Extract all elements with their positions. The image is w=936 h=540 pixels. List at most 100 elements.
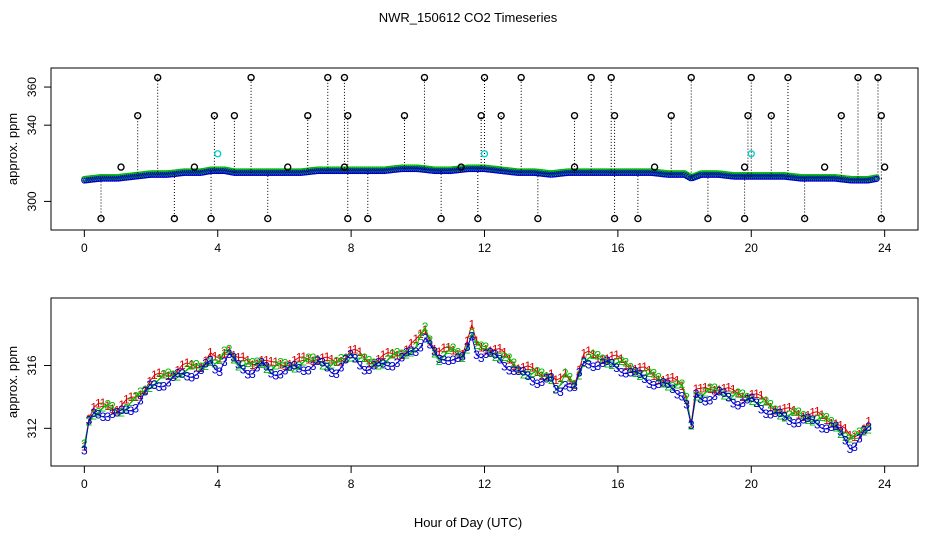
series-1-segment (578, 353, 585, 370)
series-3-segment (396, 357, 403, 364)
top-ytick-label: 340 (25, 115, 39, 135)
series-2-segment (205, 361, 211, 367)
series-1-segment (812, 411, 818, 414)
series-3-segment (672, 388, 678, 395)
series-1-segment (476, 340, 482, 348)
series-2-segment (569, 377, 575, 385)
series-3-segment (443, 359, 449, 362)
top-xtick-label: 16 (611, 241, 625, 255)
series-1-segment (163, 373, 169, 377)
series-3-segment (728, 397, 734, 404)
series-3-segment (490, 352, 496, 355)
series-1-segment (345, 350, 351, 359)
series-1-segment (807, 412, 813, 417)
series-3-segment (602, 360, 608, 364)
series-3-segment (677, 393, 683, 397)
series-3-segment (686, 404, 692, 426)
series-3-segment (322, 362, 328, 368)
series-2-segment (639, 374, 645, 377)
series-3-segment (719, 391, 725, 394)
series-1-segment (826, 419, 832, 424)
series-3-segment (228, 353, 235, 359)
series-3-segment (476, 354, 482, 359)
top-cyan-point (747, 150, 755, 158)
series-3-segment (331, 372, 337, 375)
series-1-segment (756, 393, 762, 397)
series-3-segment (373, 362, 379, 366)
top-low-spike-circle (344, 214, 352, 223)
series-2-segment (177, 373, 183, 377)
series-1-segment (289, 360, 295, 366)
series-3-segment (326, 367, 333, 374)
top-blue-point (873, 175, 880, 182)
series-3-segment (424, 338, 431, 345)
series-3-segment (494, 354, 501, 360)
series-2-segment (616, 360, 622, 364)
series-1-segment (644, 366, 650, 371)
series-3-segment (312, 360, 319, 367)
series-3-segment (522, 371, 529, 377)
series-2-segment (704, 387, 711, 393)
series-2-segment (247, 361, 253, 364)
series-1-segment (312, 358, 318, 362)
series-1-segment (695, 387, 701, 390)
series-3-segment (401, 352, 407, 358)
series-3-segment (844, 440, 851, 450)
series-3-segment (205, 360, 211, 364)
series-1-segment (471, 324, 477, 342)
series-3-segment (700, 398, 706, 402)
series-1-segment (588, 350, 594, 355)
top-spike-circle (517, 73, 525, 82)
series-3-segment (439, 358, 444, 361)
top-mid-circle (820, 163, 829, 171)
series-2-segment (807, 419, 813, 423)
series-1-segment (676, 380, 683, 387)
series-3-segment (509, 370, 514, 372)
series-2-segment (602, 358, 608, 364)
series-2-segment (555, 384, 561, 390)
series-1-segment (256, 360, 263, 365)
bottom-ytick-label: 316 (25, 355, 39, 375)
top-ytick-label: 360 (25, 77, 39, 97)
series-3-segment (593, 365, 598, 368)
top-spike-circle (877, 111, 886, 120)
series-2-segment (826, 417, 832, 422)
series-3-segment (172, 373, 179, 378)
series-2-segment (471, 333, 477, 346)
series-1-segment (406, 343, 412, 351)
series-3-segment (340, 359, 347, 368)
series-2-segment (261, 363, 267, 370)
series-1-segment (387, 352, 393, 354)
series-2-segment (845, 436, 851, 439)
series-3-segment (714, 391, 720, 397)
series-2-segment (88, 415, 95, 422)
series-3-segment (196, 369, 202, 376)
series-2-segment (186, 365, 193, 370)
top-spike-circle (667, 111, 675, 120)
top-low-spike-circle (634, 214, 642, 223)
series-1-segment (275, 361, 281, 365)
top-spike-circle (304, 111, 312, 120)
series-1-segment (107, 405, 113, 410)
series-2-segment (140, 390, 146, 393)
series-2-segment (420, 326, 426, 337)
top-spike-circle (480, 73, 489, 82)
series-1-segment (350, 348, 356, 352)
series-3-segment (536, 381, 543, 385)
series-1-segment (354, 348, 361, 353)
series-1-segment (266, 359, 272, 363)
series-1-segment (518, 366, 524, 370)
series-1-segment (233, 354, 239, 358)
series-3-segment (265, 366, 272, 374)
series-1-segment (280, 364, 286, 367)
top-mid-circle (190, 163, 199, 171)
series-1-segment (653, 375, 659, 381)
top-spike-circle (767, 111, 775, 120)
top-low-spike-circle (534, 214, 542, 223)
top-spike-circle (784, 73, 792, 82)
series-1-segment (611, 354, 617, 357)
series-3-segment (154, 384, 160, 388)
series-1-point: 1 (865, 415, 872, 429)
